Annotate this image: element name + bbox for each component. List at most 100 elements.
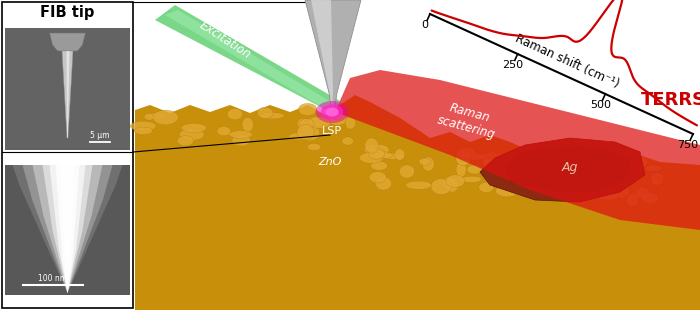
Ellipse shape [467, 165, 482, 174]
Ellipse shape [456, 150, 471, 166]
Ellipse shape [634, 156, 648, 168]
Text: ZnO: ZnO [318, 157, 342, 167]
Polygon shape [308, 0, 333, 113]
Polygon shape [135, 95, 700, 310]
Ellipse shape [650, 172, 664, 186]
Ellipse shape [446, 175, 465, 188]
Bar [133, 0, 700, 310]
Text: 250: 250 [502, 60, 523, 70]
Ellipse shape [456, 162, 466, 178]
Ellipse shape [527, 154, 540, 168]
Polygon shape [50, 33, 85, 51]
Ellipse shape [260, 113, 284, 119]
Ellipse shape [298, 125, 320, 141]
Polygon shape [480, 138, 645, 202]
Ellipse shape [365, 138, 379, 153]
Polygon shape [165, 10, 336, 113]
Polygon shape [155, 5, 340, 113]
Ellipse shape [149, 112, 167, 120]
Ellipse shape [526, 172, 552, 185]
Ellipse shape [482, 152, 503, 164]
Ellipse shape [232, 135, 251, 146]
Text: LSP: LSP [322, 126, 342, 136]
Ellipse shape [545, 170, 568, 177]
Ellipse shape [257, 107, 273, 119]
Ellipse shape [307, 117, 330, 128]
Ellipse shape [445, 178, 458, 192]
Ellipse shape [288, 133, 309, 140]
Text: FIB tip: FIB tip [41, 5, 94, 20]
Ellipse shape [229, 131, 253, 139]
Ellipse shape [641, 193, 659, 204]
Text: 500: 500 [590, 100, 611, 110]
Ellipse shape [395, 149, 405, 160]
Ellipse shape [153, 110, 178, 125]
Ellipse shape [371, 161, 388, 171]
Ellipse shape [431, 179, 452, 195]
Ellipse shape [577, 161, 590, 171]
Ellipse shape [605, 163, 629, 170]
Polygon shape [60, 165, 74, 293]
Ellipse shape [635, 188, 650, 199]
Ellipse shape [297, 124, 314, 140]
Ellipse shape [496, 186, 518, 197]
Ellipse shape [342, 137, 354, 145]
Polygon shape [43, 165, 92, 293]
Ellipse shape [422, 157, 434, 171]
Polygon shape [13, 165, 122, 293]
Polygon shape [55, 165, 80, 293]
Polygon shape [62, 51, 73, 138]
Ellipse shape [328, 113, 347, 125]
Bar [2, 2, 133, 308]
Text: Ag: Ag [562, 161, 578, 174]
Text: 5 μm: 5 μm [90, 131, 110, 140]
Ellipse shape [298, 118, 309, 129]
Ellipse shape [321, 104, 343, 119]
Polygon shape [335, 70, 700, 230]
Polygon shape [505, 145, 630, 192]
Ellipse shape [374, 152, 393, 159]
Polygon shape [22, 165, 113, 293]
Ellipse shape [533, 178, 549, 187]
Ellipse shape [316, 101, 349, 123]
Ellipse shape [596, 159, 608, 171]
Ellipse shape [228, 108, 243, 120]
Text: 100 nm: 100 nm [38, 274, 68, 283]
Ellipse shape [383, 153, 405, 160]
Text: Excitation: Excitation [197, 19, 253, 61]
Polygon shape [32, 165, 102, 293]
Ellipse shape [479, 182, 493, 193]
Ellipse shape [498, 153, 519, 163]
Ellipse shape [177, 136, 194, 146]
Polygon shape [50, 165, 85, 293]
Text: Raman shift (cm⁻¹): Raman shift (cm⁻¹) [513, 32, 622, 91]
Bar [5, 28, 130, 150]
Ellipse shape [496, 154, 506, 162]
Ellipse shape [307, 144, 321, 150]
Ellipse shape [326, 108, 339, 117]
Ellipse shape [519, 177, 533, 189]
Ellipse shape [607, 179, 622, 189]
Ellipse shape [456, 147, 475, 158]
Ellipse shape [526, 149, 543, 164]
Ellipse shape [501, 164, 522, 176]
Text: 750: 750 [678, 140, 699, 150]
Ellipse shape [331, 104, 344, 120]
Ellipse shape [443, 177, 455, 190]
Ellipse shape [406, 181, 432, 189]
Ellipse shape [300, 118, 314, 128]
Polygon shape [135, 115, 700, 310]
Polygon shape [66, 51, 69, 138]
Ellipse shape [307, 116, 326, 126]
Ellipse shape [399, 165, 414, 178]
Ellipse shape [130, 121, 156, 131]
Text: 0: 0 [421, 20, 428, 30]
Ellipse shape [561, 167, 573, 180]
Ellipse shape [364, 144, 389, 155]
Ellipse shape [461, 153, 486, 160]
Ellipse shape [179, 129, 204, 140]
Polygon shape [64, 165, 71, 290]
Ellipse shape [419, 158, 430, 165]
Polygon shape [305, 0, 361, 113]
Ellipse shape [134, 127, 153, 135]
